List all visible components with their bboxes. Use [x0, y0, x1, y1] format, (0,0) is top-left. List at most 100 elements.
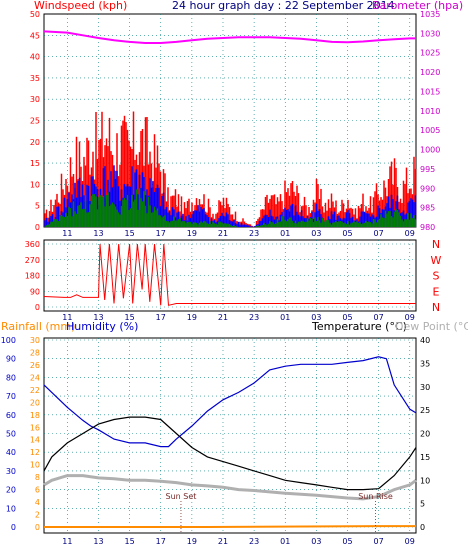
wind-axis-tick: 20: [30, 138, 40, 147]
wind-axis-tick: 35: [30, 74, 40, 83]
hour-label: 01: [280, 313, 290, 322]
dewpoint-axis-title: Dew Point (°C): [395, 320, 468, 333]
hour-label: 21: [218, 537, 228, 546]
compass-label: E: [433, 285, 440, 298]
wind-axis-title: Windspeed (kph): [34, 0, 127, 12]
hour-label: 17: [156, 229, 166, 238]
humidity-axis-tick: 20: [6, 486, 16, 495]
rain-axis-tick: 4: [35, 498, 40, 507]
hour-label: 03: [311, 229, 321, 238]
humidity-axis-tick: 30: [6, 467, 16, 476]
temperature-axis-tick: 35: [420, 359, 430, 368]
rain-axis-tick: 16: [30, 423, 40, 432]
barometer-axis-tick: 995: [420, 165, 435, 174]
hour-label: 05: [342, 537, 352, 546]
hour-label: 15: [125, 313, 135, 322]
rain-axis-tick: 14: [30, 436, 40, 445]
direction-line: [43, 243, 416, 306]
hour-label: 13: [93, 229, 103, 238]
wind-axis-tick: 0: [35, 223, 40, 232]
rain-axis-tick: 22: [30, 386, 40, 395]
direction-axis-tick: 0: [35, 303, 40, 312]
barometer-axis-tick: 1030: [420, 29, 440, 38]
hour-label: 05: [342, 229, 352, 238]
humidity-axis-tick: 90: [6, 355, 16, 364]
wind-axis-tick: 5: [35, 202, 40, 211]
direction-axis-tick: 180: [25, 272, 40, 281]
hour-label: 09: [405, 313, 415, 322]
barometer-axis-tick: 1020: [420, 68, 440, 77]
humidity-axis-tick: 10: [6, 504, 16, 513]
dewpoint-line: [43, 474, 417, 501]
hour-label: 01: [280, 229, 290, 238]
hour-label: 17: [156, 313, 166, 322]
wind-axis-tick: 15: [30, 159, 40, 168]
hour-label: 05: [342, 313, 352, 322]
hour-label: 07: [374, 229, 384, 238]
hour-label: 21: [218, 313, 228, 322]
wind-axis-tick: 25: [30, 117, 40, 126]
wind-axis-tick: 10: [30, 180, 40, 189]
humidity-axis-tick: 0: [11, 523, 16, 532]
barometer-line: [43, 30, 416, 44]
rain-axis-tick: 18: [30, 411, 40, 420]
temperature-axis-tick: 30: [420, 383, 430, 392]
humidity-axis-tick: 100: [1, 336, 16, 345]
temperature-axis-tick: 0: [420, 523, 425, 532]
rain-axis-tick: 28: [30, 348, 40, 357]
humidity-axis-tick: 80: [6, 373, 16, 382]
barometer-axis-tick: 1035: [420, 10, 440, 19]
hour-label: 17: [156, 537, 166, 546]
barometer-axis-tick: 1000: [420, 146, 440, 155]
sun-set-label: Sun Set: [166, 492, 197, 501]
rainfall-line: [44, 525, 416, 528]
temperature-axis-tick: 25: [420, 406, 430, 415]
humidity-line: [43, 356, 417, 448]
hour-label: 19: [187, 229, 197, 238]
direction-axis-tick: 90: [30, 287, 40, 296]
hour-label: 07: [374, 313, 384, 322]
wind-axis-tick: 40: [30, 53, 40, 62]
compass-label: S: [433, 270, 440, 283]
hour-label: 23: [249, 313, 259, 322]
barometer-axis-tick: 1005: [420, 126, 440, 135]
temperature-axis-tick: 10: [420, 476, 430, 485]
hour-label: 03: [311, 537, 321, 546]
compass-label: N: [432, 238, 440, 251]
hour-label: 09: [405, 229, 415, 238]
humidity-axis-tick: 60: [6, 411, 16, 420]
direction-axis-tick: 270: [25, 256, 40, 265]
barometer-axis-tick: 1015: [420, 87, 440, 96]
rain-axis-title: Rainfall (mm): [1, 320, 75, 333]
direction-axis-tick: 360: [25, 240, 40, 249]
hour-label: 03: [311, 313, 321, 322]
rain-axis-tick: 26: [30, 361, 40, 370]
rain-axis-tick: 24: [30, 373, 40, 382]
hour-label: 13: [93, 537, 103, 546]
rain-axis-tick: 2: [35, 511, 40, 520]
temperature-axis-tick: 20: [420, 430, 430, 439]
temperature-axis-tick: 15: [420, 453, 430, 462]
hour-label: 23: [249, 537, 259, 546]
rain-axis-tick: 6: [35, 486, 40, 495]
climate-panel-frame: [43, 337, 417, 534]
hour-label: 09: [405, 537, 415, 546]
temperature-axis-tick: 40: [420, 336, 430, 345]
hour-label: 11: [62, 313, 72, 322]
rain-axis-tick: 12: [30, 448, 40, 457]
rain-axis-tick: 10: [30, 461, 40, 470]
barometer-axis-tick: 990: [420, 184, 435, 193]
rain-axis-tick: 20: [30, 398, 40, 407]
wind-axis-tick: 50: [30, 10, 40, 19]
hour-label: 01: [280, 537, 290, 546]
rain-axis-tick: 30: [30, 336, 40, 345]
rain-axis-tick: 8: [35, 473, 40, 482]
chart-title: 24 hour graph day : 22 September 2014: [172, 0, 395, 12]
barometer-axis-tick: 985: [420, 204, 435, 213]
temperature-axis-title: Temperature (°C): [311, 320, 407, 333]
humidity-axis-tick: 70: [6, 392, 16, 401]
hour-label: 23: [249, 229, 259, 238]
hour-label: 19: [187, 313, 197, 322]
hour-label: 11: [62, 537, 72, 546]
compass-label: N: [432, 301, 440, 314]
